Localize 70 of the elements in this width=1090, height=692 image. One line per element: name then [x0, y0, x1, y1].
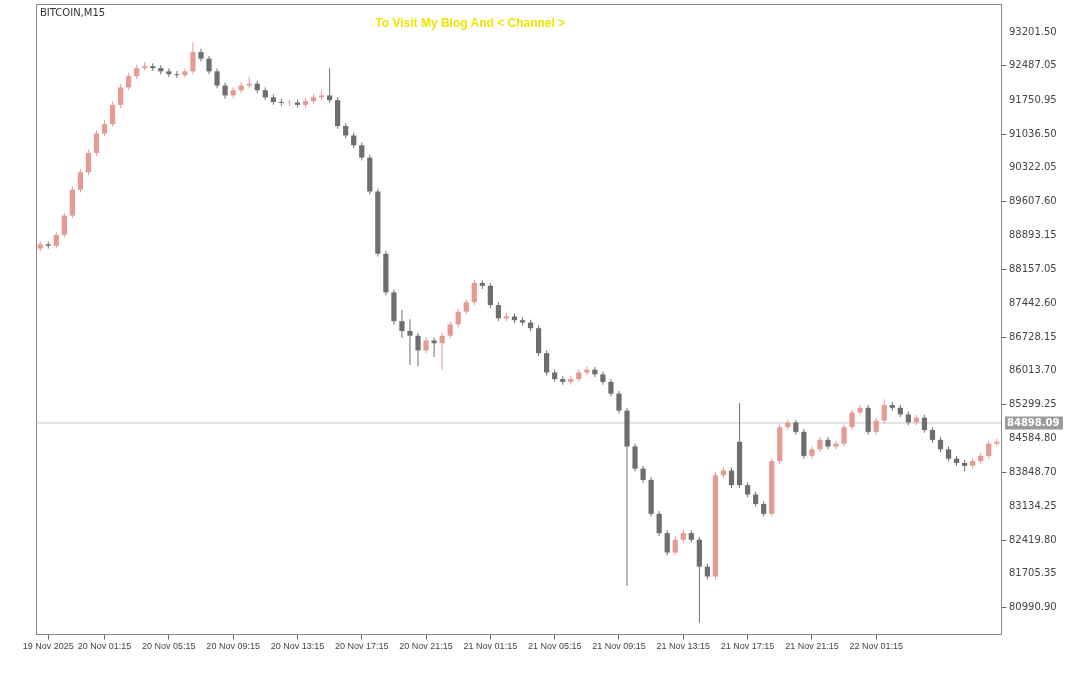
candlestick [182, 68, 188, 79]
candlestick [214, 68, 220, 89]
candlestick [399, 309, 405, 339]
candlestick [85, 149, 92, 176]
y-tick-label: 93201.50 [1009, 25, 1057, 37]
y-tick-label: 88893.15 [1009, 228, 1057, 240]
chart-title: BITCOIN,M15 [40, 7, 106, 18]
x-tick-label: 22 Nov 01:15 [849, 640, 903, 651]
y-tick-label: 86013.70 [1009, 364, 1057, 376]
y-tick-label: 85299.25 [1009, 398, 1057, 410]
x-tick-label: 20 Nov 21:15 [399, 640, 453, 651]
candlestick [632, 443, 638, 472]
candlestick [109, 101, 116, 128]
candlestick [495, 301, 502, 322]
candlestick [487, 282, 493, 309]
y-tick-label: 91036.50 [1009, 127, 1057, 139]
candlestick [656, 510, 662, 537]
candlestick [455, 308, 461, 328]
y-tick-label: 80990.90 [1009, 601, 1057, 613]
candlestick [664, 529, 670, 556]
candlestick [439, 332, 445, 371]
y-tick-label: 91750.95 [1009, 94, 1057, 106]
candlestick [841, 423, 847, 447]
y-tick-label: 89607.60 [1009, 195, 1057, 207]
x-tick-label: 20 Nov 13:15 [270, 640, 325, 651]
x-tick-label: 20 Nov 05:15 [142, 640, 196, 651]
candlestick [230, 86, 236, 99]
x-tick-label: 21 Nov 05:15 [527, 640, 582, 651]
candlestick [190, 41, 196, 75]
candlestick [471, 279, 477, 306]
y-tick-label: 83848.70 [1009, 466, 1057, 478]
ref-line-label: 84898.09 [1007, 416, 1060, 428]
candlestick [61, 212, 67, 238]
candlestick [672, 535, 678, 556]
y-tick-label: 81705.35 [1009, 567, 1057, 579]
x-tick-label: 21 Nov 17:15 [720, 640, 775, 651]
candlestick [326, 67, 333, 104]
x-tick-label: 21 Nov 21:15 [785, 640, 839, 651]
x-tick-label: 19 Nov 2025 [22, 640, 74, 651]
candlestick [431, 337, 437, 358]
y-tick-label: 84584.80 [1009, 431, 1057, 443]
candlestick [174, 70, 180, 79]
x-tick-label: 20 Nov 09:15 [206, 640, 260, 651]
y-tick-label: 87442.60 [1009, 297, 1057, 309]
x-tick-label: 21 Nov 09:15 [592, 640, 646, 651]
annotation: To Visit My Blog And < Channel > [375, 16, 566, 30]
candlestick [77, 168, 84, 193]
candlestick [825, 436, 831, 450]
y-tick-label: 92487.05 [1009, 59, 1057, 71]
candlestick [93, 130, 100, 157]
y-tick-label: 88157.05 [1009, 263, 1057, 275]
x-tick-label: 20 Nov 17:15 [334, 640, 389, 651]
x-tick-label: 20 Nov 01:15 [77, 640, 132, 651]
candlestick [616, 390, 622, 414]
candlestick [857, 404, 863, 416]
x-tick-label: 21 Nov 13:15 [656, 640, 711, 651]
y-tick-label: 83134.25 [1009, 500, 1057, 512]
y-tick-label: 82419.80 [1009, 533, 1057, 545]
candlestick [206, 55, 212, 75]
y-tick-label: 90322.05 [1009, 161, 1057, 173]
candlestick [415, 332, 421, 367]
y-tick-label: 86728.15 [1009, 330, 1057, 342]
candlestick [407, 318, 413, 366]
candlestick [544, 349, 550, 376]
candlestick [728, 467, 735, 489]
candlestick [809, 445, 815, 460]
candlestick [849, 409, 855, 431]
candlestick [881, 398, 887, 424]
candlestick [117, 83, 124, 109]
x-tick-label: 21 Nov 01:15 [463, 640, 518, 651]
